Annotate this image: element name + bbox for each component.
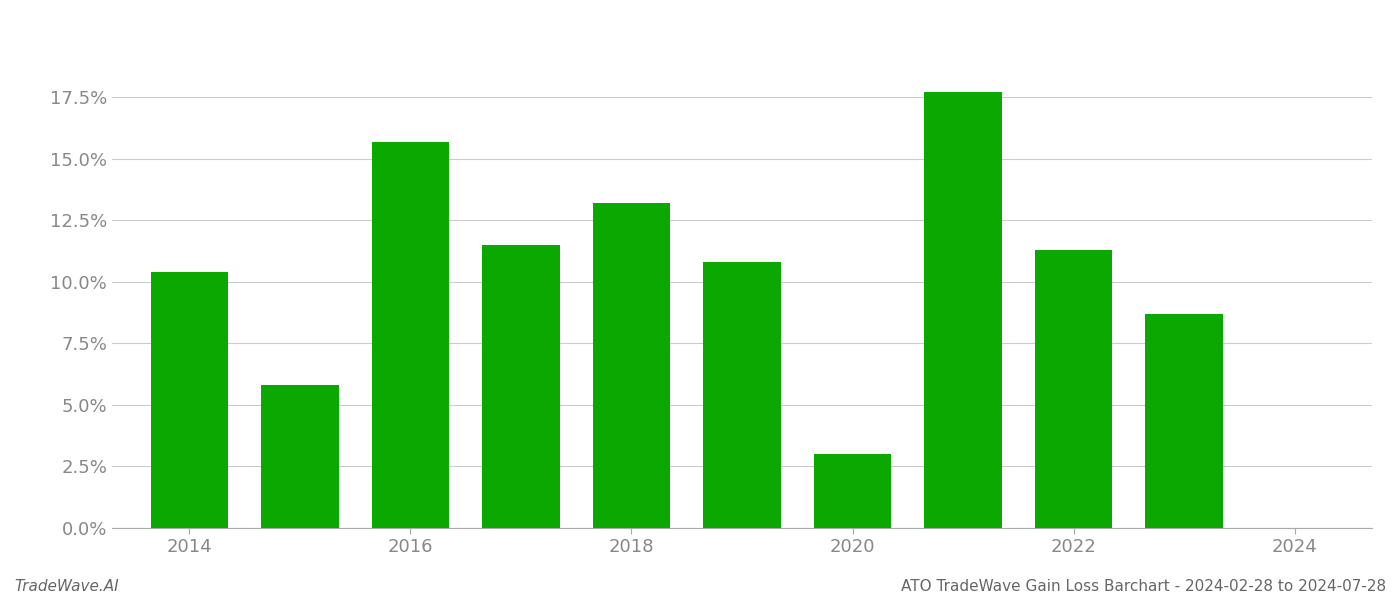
Bar xyxy=(151,272,228,528)
Bar xyxy=(924,92,1002,528)
Bar xyxy=(1035,250,1112,528)
Bar xyxy=(592,203,671,528)
Bar xyxy=(813,454,892,528)
Bar xyxy=(482,245,560,528)
Bar xyxy=(372,142,449,528)
Bar xyxy=(703,262,781,528)
Text: ATO TradeWave Gain Loss Barchart - 2024-02-28 to 2024-07-28: ATO TradeWave Gain Loss Barchart - 2024-… xyxy=(900,579,1386,594)
Bar xyxy=(262,385,339,528)
Text: TradeWave.AI: TradeWave.AI xyxy=(14,579,119,594)
Bar xyxy=(1145,314,1222,528)
